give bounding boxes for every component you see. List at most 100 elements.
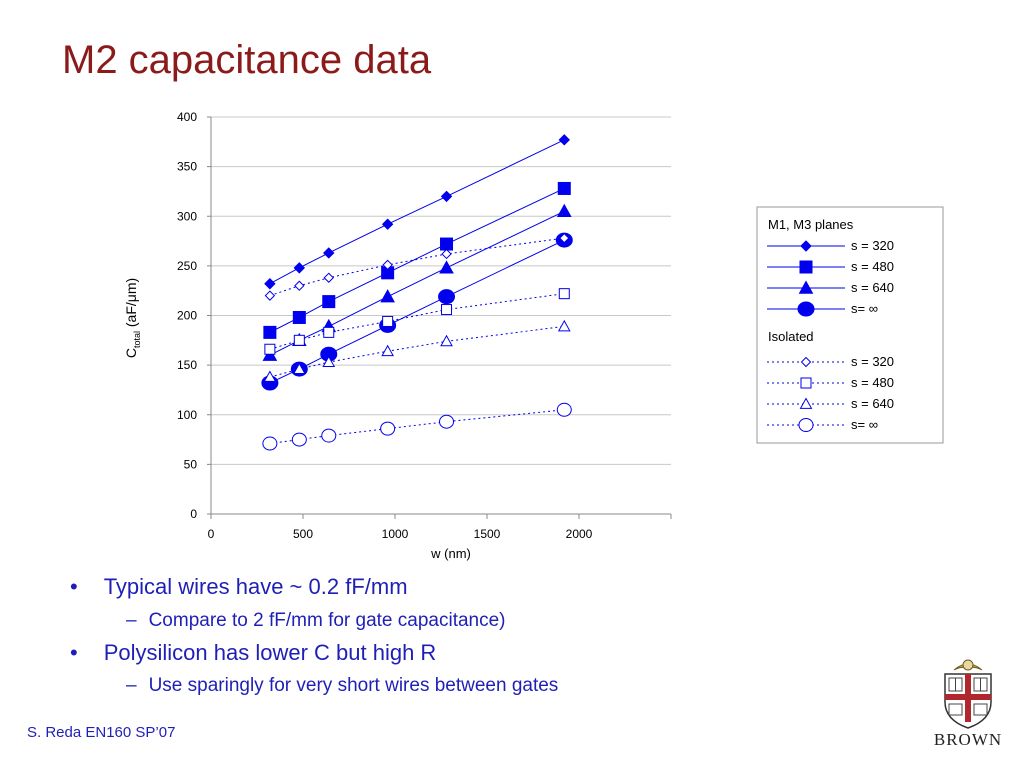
bullet-text: Compare to 2 fF/mm for gate capacitance): [148, 610, 506, 631]
y-axis-label-main: C: [123, 348, 139, 358]
bullet-item: • Polysilicon has lower C but high R: [70, 640, 436, 666]
y-tick-label: 50: [184, 457, 198, 471]
series-line: [269, 139, 565, 285]
data-point: [322, 295, 336, 309]
data-point: [797, 301, 815, 317]
chart-gridlines: [211, 116, 671, 465]
footer-text: S. Reda EN160 SP’07: [27, 724, 176, 741]
data-point: [323, 272, 334, 283]
data-point: [557, 181, 571, 195]
y-tick-label: 150: [177, 358, 197, 372]
y-axis-label: Ctotal (aF/μm): [123, 278, 142, 358]
data-point: [441, 248, 452, 260]
x-tick-label: 2000: [566, 527, 593, 541]
data-point: [800, 377, 812, 389]
data-point: [382, 259, 393, 271]
x-tick-label: 0: [208, 527, 215, 541]
y-tick-label: 0: [190, 507, 197, 521]
chart-series: [261, 134, 573, 451]
data-point: [264, 343, 276, 355]
data-point: [798, 280, 814, 294]
data-point: [441, 304, 453, 316]
data-point: [799, 397, 813, 409]
data-point: [558, 288, 570, 300]
y-tick-label: 350: [177, 160, 197, 174]
brown-university-shield-icon: [944, 659, 992, 729]
legend-label: s = 480: [851, 375, 894, 390]
data-point: [798, 418, 814, 432]
bullet-text: Typical wires have ~ 0.2 fF/mm: [103, 574, 408, 599]
legend-label: s= ∞: [851, 301, 878, 316]
data-point: [800, 240, 812, 252]
data-point: [382, 315, 394, 327]
data-point: [262, 436, 278, 451]
chart-tick-labels: 0 50 100 150 200 250 300 350 400 0 500 1000 1500 2000: [177, 110, 593, 541]
bullet-text: Use sparingly for very short wires betwe…: [148, 675, 559, 696]
data-point: [263, 325, 277, 339]
x-tick-label: 500: [293, 527, 313, 541]
brown-wordmark: BROWN: [933, 730, 1003, 749]
bullet-marker: •: [70, 640, 78, 665]
data-point: [799, 260, 813, 274]
data-point: [293, 334, 305, 346]
legend-label: s = 640: [851, 280, 894, 295]
sub-bullet-item: – Compare to 2 fF/mm for gate capacitance…: [126, 610, 506, 632]
legend-label: s = 320: [851, 354, 894, 369]
slide-title: M2 capacitance data: [62, 38, 432, 82]
data-point: [439, 414, 455, 429]
data-point: [438, 289, 456, 305]
series-line: [269, 293, 565, 350]
series-isolated-4: [264, 232, 570, 301]
data-point: [323, 247, 335, 259]
chart-axis-labels: w (nm) Ctotal (aF/μm): [123, 278, 471, 561]
series-line: [269, 237, 565, 297]
data-point: [381, 344, 394, 357]
data-point: [264, 278, 276, 290]
bullet-marker: –: [126, 675, 137, 696]
legend-group-title: Isolated: [768, 329, 814, 344]
legend-label: s= ∞: [851, 417, 878, 432]
data-point: [322, 355, 336, 368]
series-line: [269, 325, 565, 378]
legend-group-title: M1, M3 planes: [768, 217, 854, 232]
chart-axes: [207, 116, 672, 519]
data-point: [381, 218, 394, 230]
y-tick-label: 250: [177, 259, 197, 273]
series-planes-3: [261, 232, 573, 391]
legend-label: s = 640: [851, 396, 894, 411]
x-axis-label: w (nm): [430, 546, 471, 561]
data-point: [556, 203, 572, 217]
data-point: [439, 260, 454, 274]
legend-label: s = 320: [851, 238, 894, 253]
y-tick-label: 100: [177, 408, 197, 422]
data-point: [380, 289, 395, 303]
data-point: [323, 326, 335, 338]
series-planes-1: [263, 181, 571, 339]
data-point: [800, 356, 812, 368]
brown-logo: BROWN: [925, 656, 1015, 756]
series-isolated-5: [264, 288, 570, 355]
bullet-text: Polysilicon has lower C but high R: [103, 640, 437, 665]
data-point: [264, 290, 276, 301]
bullet-marker: –: [126, 610, 137, 631]
series-isolated-7: [262, 402, 572, 451]
data-point: [292, 362, 306, 374]
data-point: [294, 280, 305, 291]
data-point: [440, 237, 454, 251]
x-tick-label: 1500: [474, 527, 501, 541]
series-planes-0: [264, 134, 570, 290]
legend-label: s = 480: [851, 259, 894, 274]
data-point: [292, 310, 306, 324]
chart-legend: M1, M3 planes Isolated s = 320 s = 480 s = 6…: [756, 206, 944, 444]
y-tick-label: 200: [177, 309, 197, 323]
data-point: [559, 232, 570, 244]
data-point: [557, 319, 571, 332]
series-isolated-6: [263, 319, 571, 382]
data-point: [558, 134, 570, 146]
data-point: [440, 190, 453, 203]
y-tick-label: 300: [177, 209, 197, 223]
series-line: [269, 239, 565, 384]
bullet-marker: •: [70, 574, 78, 599]
sub-bullet-item: – Use sparingly for very short wires betw…: [126, 675, 558, 697]
